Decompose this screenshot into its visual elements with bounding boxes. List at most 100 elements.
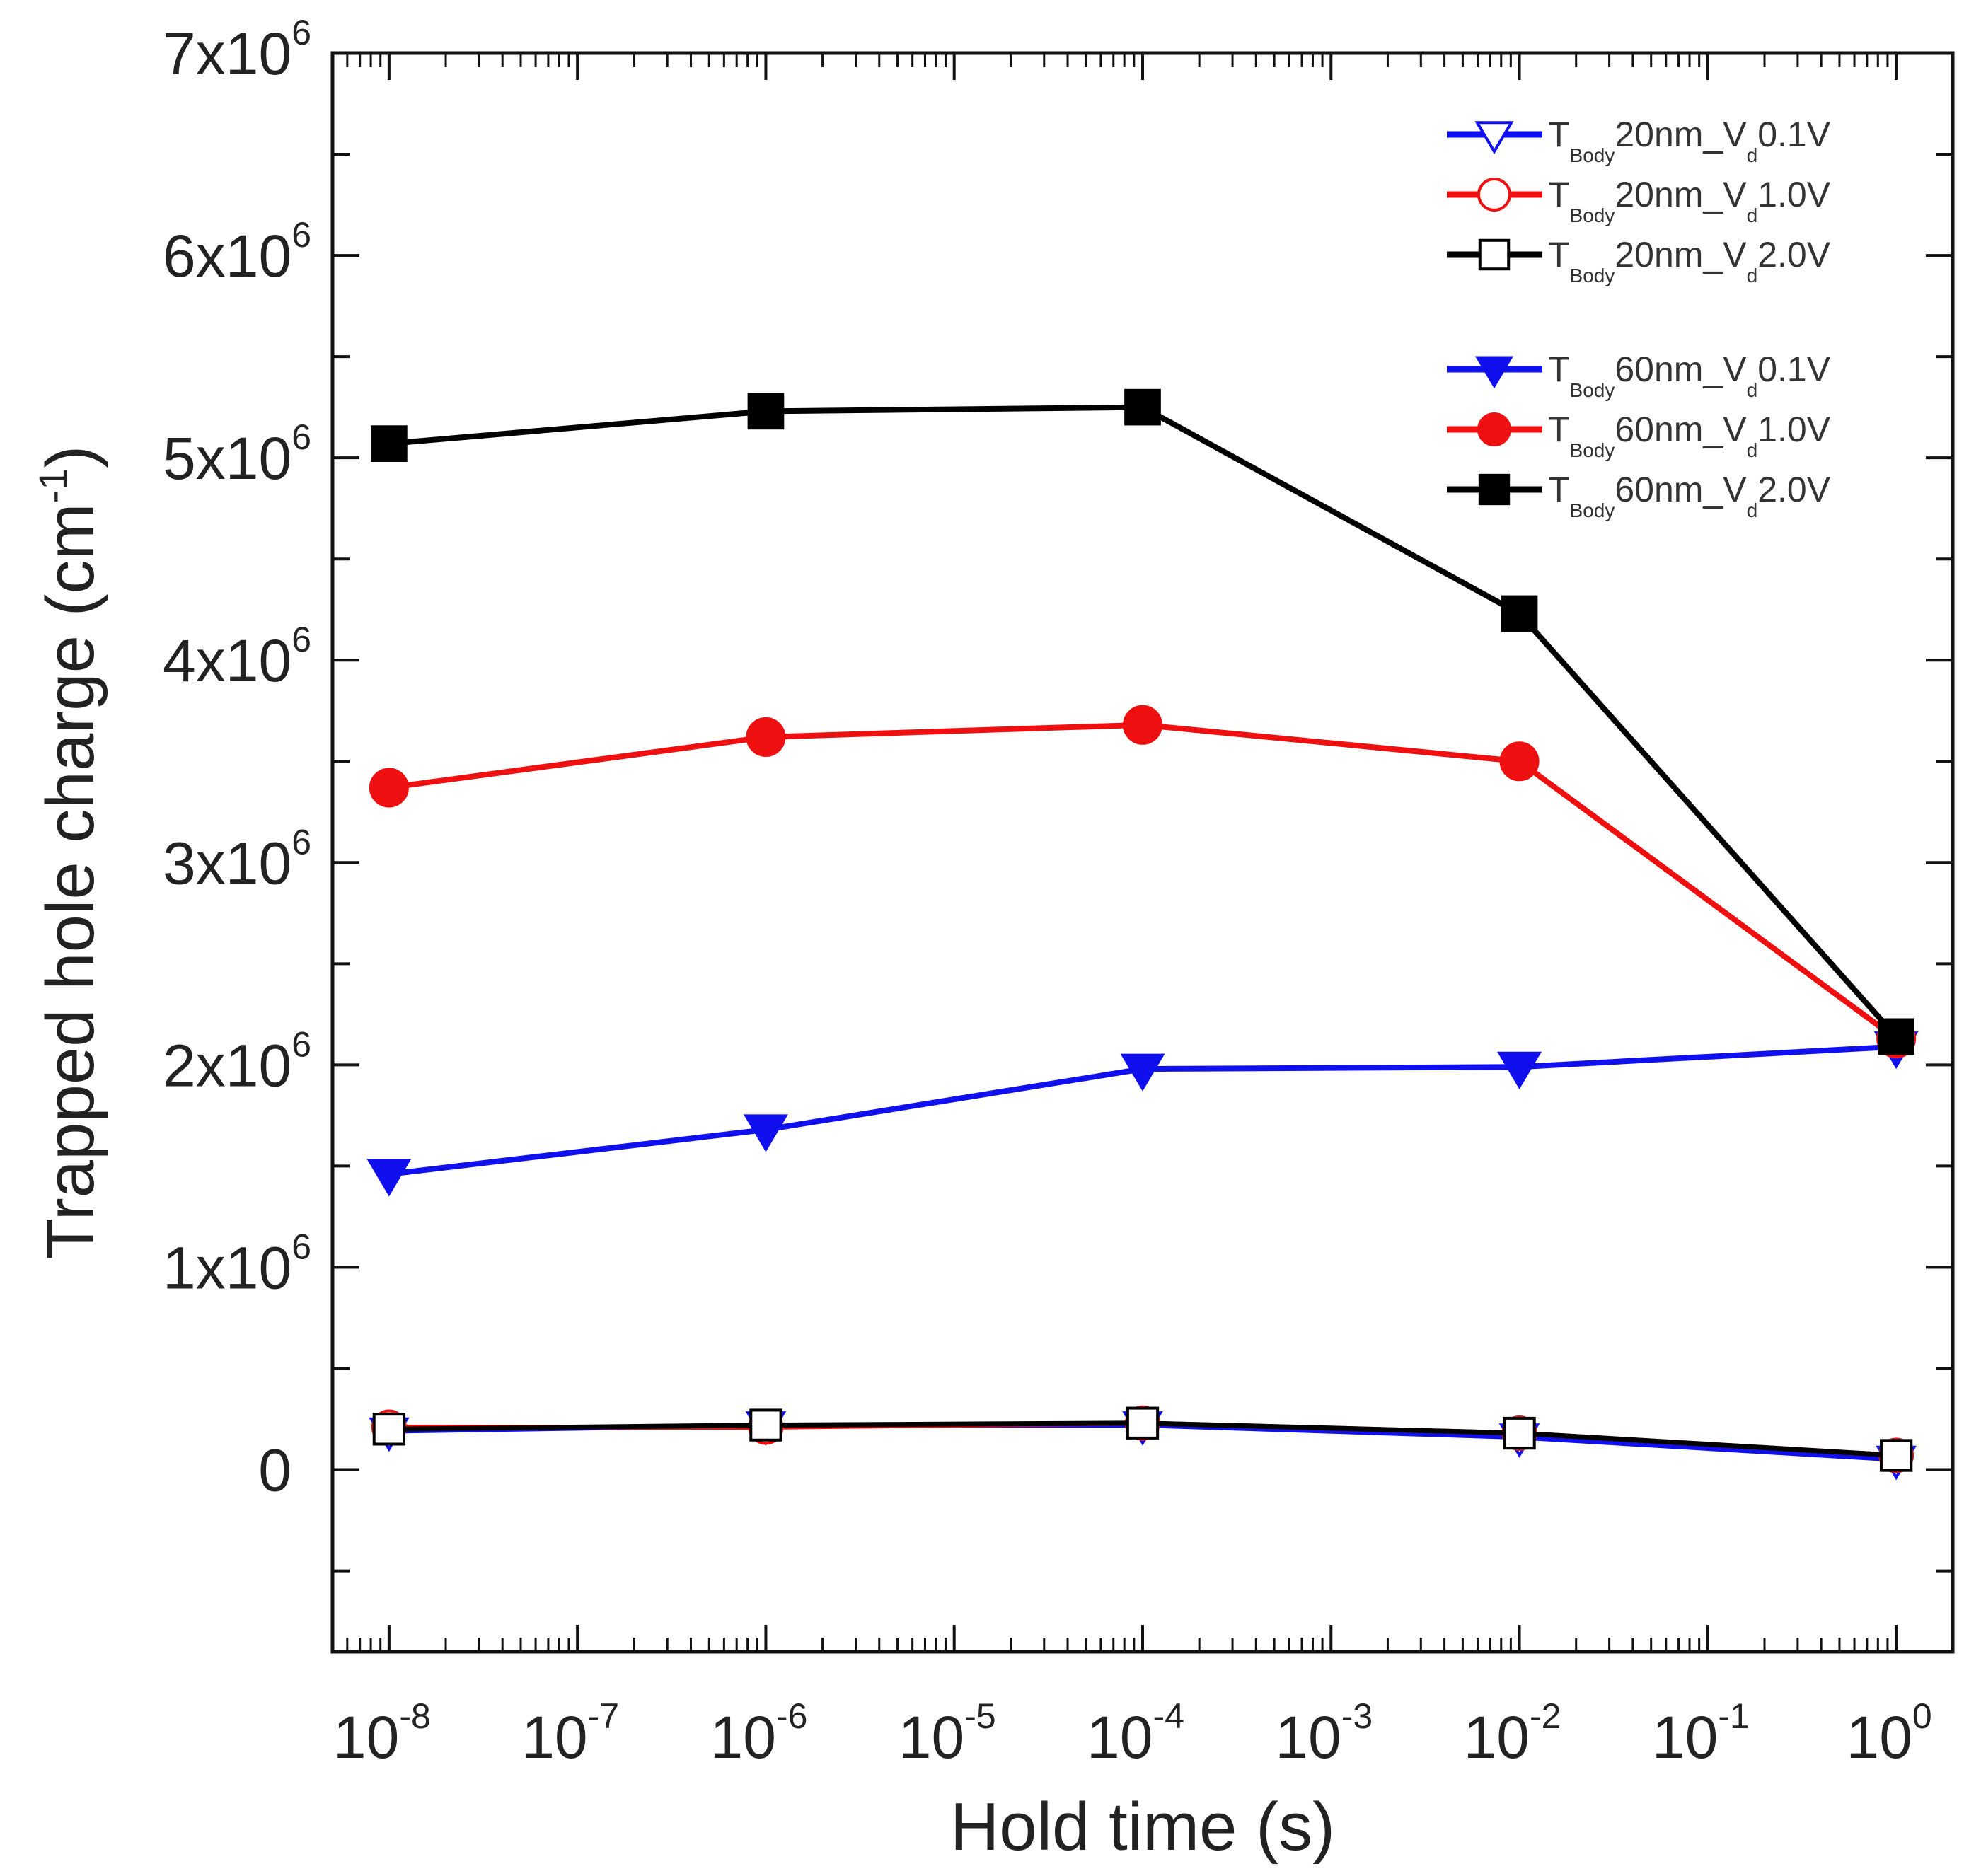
legend-label-end: 1.0V — [1757, 410, 1831, 449]
legend-label: TBody20nm_Vd0.1V — [1548, 115, 1831, 166]
legend-label-sub2: d — [1747, 204, 1758, 226]
x-axis-title: Hold time (s) — [950, 1789, 1335, 1865]
legend-label-mid: 60nm_V — [1615, 470, 1747, 509]
legend-item-3: TBody20nm_Vd2.0V — [1447, 235, 1831, 286]
legend-label-t: T — [1548, 115, 1570, 154]
data-point — [369, 768, 409, 808]
legend-label-sub1: Body — [1570, 379, 1615, 401]
legend-label-t: T — [1548, 470, 1570, 509]
x-tick-base: 10 — [899, 1704, 964, 1771]
y-axis-title-close: ) — [33, 446, 108, 468]
legend-label-mid: 60nm_V — [1615, 349, 1747, 389]
data-point — [746, 717, 786, 757]
y-tick-exp: 6 — [291, 417, 311, 457]
x-tick-label: 10-7 — [521, 1696, 619, 1771]
series-6 — [371, 388, 1914, 1055]
legend-label-end: 2.0V — [1757, 235, 1831, 274]
x-tick-label: 100 — [1846, 1696, 1931, 1771]
y-tick-label: 7x106 — [163, 13, 311, 87]
legend-label-sub1: Body — [1570, 265, 1615, 286]
x-tick-exp: 0 — [1912, 1696, 1932, 1736]
x-tick-base: 10 — [521, 1704, 587, 1771]
data-point — [1503, 1416, 1536, 1450]
x-tick-exp: -1 — [1718, 1696, 1749, 1736]
legend-label-sub2: d — [1747, 144, 1758, 166]
legend-marker — [1478, 473, 1511, 506]
x-tick-base: 10 — [1275, 1704, 1341, 1771]
data-point — [749, 1408, 782, 1442]
tick-labels: 10-8 10-7 10-6 10-5 10-4 10-3 10-2 10-1 10001x10… — [163, 13, 1932, 1771]
legend-item-5: TBody60nm_Vd1.0V — [1447, 410, 1831, 461]
legend-label-mid: 20nm_V — [1615, 235, 1747, 274]
legend-label-mid: 20nm_V — [1615, 115, 1747, 154]
legend-item-6: TBody60nm_Vd2.0V — [1447, 470, 1831, 521]
y-tick-exp: 6 — [291, 822, 311, 862]
legend-marker — [1474, 356, 1514, 389]
legend-label-sub1: Body — [1570, 144, 1615, 166]
y-tick-exp: 6 — [291, 620, 311, 659]
y-tick-label: 5x106 — [163, 417, 311, 492]
legend-label-t: T — [1548, 410, 1570, 449]
x-tick-label: 10-3 — [1275, 1696, 1373, 1771]
y-tick-mant: 1x10 — [163, 1234, 291, 1301]
legend: TBody20nm_Vd0.1VTBody20nm_Vd1.0VTBody20n… — [1447, 115, 1831, 521]
data-point — [1126, 1406, 1160, 1440]
y-tick-mant: 2x10 — [163, 1032, 291, 1099]
data-point — [1501, 595, 1538, 632]
legend-label-end: 0.1V — [1757, 115, 1831, 154]
y-tick-label: 3x106 — [163, 822, 311, 896]
x-tick-base: 10 — [1652, 1704, 1718, 1771]
legend-marker — [1474, 121, 1514, 155]
legend-label: TBody60nm_Vd2.0V — [1548, 470, 1831, 521]
data-point — [1124, 388, 1161, 426]
x-tick-base: 10 — [333, 1704, 399, 1771]
x-tick-exp: -8 — [399, 1696, 430, 1736]
legend-label-t: T — [1548, 175, 1570, 214]
x-tick-exp: -4 — [1153, 1696, 1184, 1736]
x-tick-exp: -2 — [1530, 1696, 1561, 1736]
legend-marker — [1477, 178, 1511, 212]
data-point — [1878, 1018, 1914, 1055]
x-tick-exp: -5 — [964, 1696, 995, 1736]
legend-label-end: 0.1V — [1757, 349, 1831, 389]
data-point — [1123, 705, 1162, 745]
y-tick-exp: 6 — [291, 1024, 311, 1064]
x-tick-exp: -3 — [1341, 1696, 1373, 1736]
data-point — [743, 1114, 788, 1152]
x-tick-exp: -7 — [588, 1696, 619, 1736]
y-tick-label: 1x106 — [163, 1227, 311, 1301]
legend-label-sub2: d — [1747, 439, 1758, 461]
legend-label-mid: 20nm_V — [1615, 175, 1747, 214]
data-point — [1497, 1051, 1542, 1089]
x-tick-label: 10-2 — [1464, 1696, 1561, 1771]
plot-frame — [330, 51, 1955, 1654]
y-tick-mant: 5x10 — [163, 425, 291, 492]
x-tick-label: 10-8 — [333, 1696, 431, 1771]
legend-marker — [1477, 412, 1511, 446]
legend-label: TBody60nm_Vd1.0V — [1548, 410, 1831, 461]
y-axis-title-main: Trapped hole charge (cm — [33, 503, 108, 1259]
legend-label-end: 2.0V — [1757, 470, 1831, 509]
legend-item-1: TBody20nm_Vd0.1V — [1447, 115, 1831, 166]
legend-label-sub1: Body — [1570, 439, 1615, 461]
y-tick-exp: 6 — [291, 1227, 311, 1266]
x-tick-label: 10-4 — [1087, 1696, 1184, 1771]
data-point — [371, 425, 408, 462]
legend-label: TBody20nm_Vd2.0V — [1548, 235, 1831, 286]
ticks-layer — [333, 53, 1953, 1652]
legend-label-t: T — [1548, 235, 1570, 274]
series-line — [388, 722, 1898, 1041]
y-tick-mant: 3x10 — [163, 830, 291, 896]
legend-label: TBody20nm_Vd1.0V — [1548, 175, 1831, 226]
y-tick-mant: 4x10 — [163, 627, 291, 694]
x-tick-base: 10 — [710, 1704, 775, 1771]
data-point — [366, 1159, 412, 1197]
legend-item-4: TBody60nm_Vd0.1V — [1447, 349, 1831, 401]
x-tick-base: 10 — [1846, 1704, 1912, 1771]
y-tick-mant: 6x10 — [163, 223, 291, 289]
legend-label-end: 1.0V — [1757, 175, 1831, 214]
x-tick-label: 10-1 — [1652, 1696, 1750, 1771]
legend-marker — [1478, 238, 1511, 271]
series-layer — [366, 388, 1919, 1481]
data-point — [1499, 741, 1540, 782]
